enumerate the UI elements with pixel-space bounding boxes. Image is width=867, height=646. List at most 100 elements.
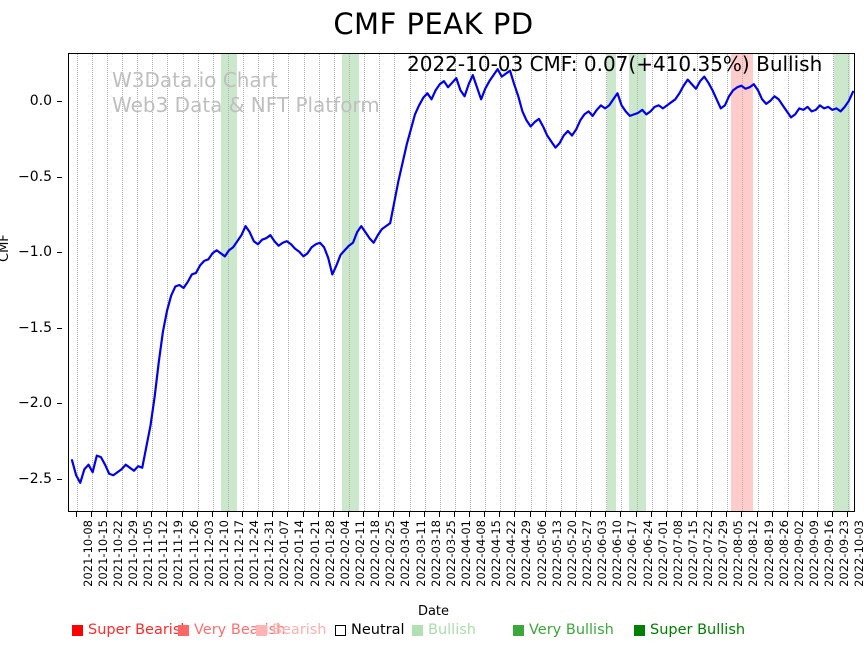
cmf-series-line xyxy=(70,68,854,484)
x-tick-label: 2022-03-25 xyxy=(443,520,458,587)
x-tick-mark xyxy=(302,512,304,517)
gridline-vertical xyxy=(152,54,154,511)
y-tick-mark xyxy=(57,176,62,178)
x-tick-label: 2021-12-03 xyxy=(201,520,216,587)
x-tick-mark xyxy=(650,512,652,517)
y-tick-label: 0.0 xyxy=(29,93,52,110)
x-tick-mark xyxy=(620,512,622,517)
x-tick-label: 2022-07-15 xyxy=(685,520,700,587)
x-tick-label: 2021-11-12 xyxy=(156,520,171,587)
shaded-band-bullish xyxy=(629,54,646,511)
x-tick-label: 2022-02-25 xyxy=(383,520,398,587)
x-tick-label: 2022-04-29 xyxy=(519,520,534,587)
gridline-vertical xyxy=(303,54,305,511)
x-tick-mark xyxy=(771,512,773,517)
gridline-vertical xyxy=(591,54,593,511)
y-tick-label: −1.5 xyxy=(18,319,52,336)
legend-item-super-bearish[interactable]: Super Bearish xyxy=(72,620,190,640)
x-tick-mark xyxy=(529,512,531,517)
legend-swatch-icon xyxy=(634,624,645,636)
x-tick-label: 2022-07-22 xyxy=(701,520,716,587)
x-tick-label: 2021-12-10 xyxy=(216,520,231,587)
gridline-vertical xyxy=(712,54,714,511)
gridline-vertical xyxy=(606,54,608,511)
gridline-vertical xyxy=(818,54,820,511)
legend-label: Neutral xyxy=(351,622,405,638)
y-tick-mark xyxy=(57,101,62,103)
gridline-vertical xyxy=(273,54,275,511)
x-tick-mark xyxy=(484,512,486,517)
gridline-vertical xyxy=(137,54,139,511)
x-tick-label: 2021-10-29 xyxy=(125,520,140,587)
x-tick-label: 2022-09-23 xyxy=(837,520,852,587)
x-tick-label: 2022-03-11 xyxy=(413,520,428,587)
x-tick-mark xyxy=(151,512,153,517)
x-tick-mark xyxy=(756,512,758,517)
x-tick-label: 2022-05-06 xyxy=(534,520,549,587)
gridline-vertical xyxy=(243,54,245,511)
legend-item-bullish[interactable]: Bullish xyxy=(412,620,476,640)
x-tick-label: 2022-07-08 xyxy=(670,520,685,587)
legend-label: Super Bullish xyxy=(650,622,746,638)
gridline-vertical xyxy=(636,54,638,511)
x-tick-label: 2022-10-03 xyxy=(852,520,867,587)
x-tick-label: 2022-02-04 xyxy=(337,520,352,587)
gridline-vertical xyxy=(545,54,547,511)
x-tick-label: 2022-05-20 xyxy=(564,520,579,587)
gridline-vertical xyxy=(394,54,396,511)
gridline-vertical xyxy=(167,54,169,511)
x-tick-label: 2021-10-08 xyxy=(80,520,95,587)
legend-item-very-bullish[interactable]: Very Bullish xyxy=(513,620,614,640)
x-tick-mark xyxy=(817,512,819,517)
legend-item-bearish[interactable]: Bearish xyxy=(256,620,327,640)
x-axis-ticks: 2021-10-08 2021-10-15 2021-10-22 2021-10-29… xyxy=(68,512,866,612)
x-tick-mark xyxy=(120,512,122,517)
gridline-vertical xyxy=(621,54,623,511)
gridline-vertical xyxy=(379,54,381,511)
legend-label: Bullish xyxy=(428,622,476,638)
x-tick-label: 2022-07-29 xyxy=(716,520,731,587)
legend-item-neutral[interactable]: Neutral xyxy=(335,620,405,640)
shaded-band-bullish xyxy=(606,54,616,511)
legend-label: Bearish xyxy=(272,622,327,638)
x-tick-label: 2022-04-08 xyxy=(474,520,489,587)
x-tick-mark xyxy=(665,512,667,517)
x-tick-label: 2021-11-05 xyxy=(141,520,156,587)
x-tick-label: 2022-08-26 xyxy=(776,520,791,587)
x-tick-mark xyxy=(696,512,698,517)
x-tick-label: 2022-03-18 xyxy=(428,520,443,587)
gridline-vertical xyxy=(530,54,532,511)
legend-swatch-icon xyxy=(256,624,267,636)
x-tick-label: 2021-10-22 xyxy=(110,520,125,587)
legend-swatch-icon xyxy=(72,624,83,636)
gridline-vertical xyxy=(485,54,487,511)
shaded-band-bullish xyxy=(220,54,238,511)
x-tick-label: 2021-11-19 xyxy=(171,520,186,587)
x-tick-label: 2022-06-03 xyxy=(595,520,610,587)
legend-item-super-bullish[interactable]: Super Bullish xyxy=(634,620,745,640)
x-tick-label: 2022-02-18 xyxy=(368,520,383,587)
x-tick-mark xyxy=(378,512,380,517)
x-tick-mark xyxy=(196,512,198,517)
x-tick-mark xyxy=(363,512,365,517)
legend-label: Very Bullish xyxy=(529,622,614,638)
legend: Super Bearish Very Bearish Bearish Neutral B… xyxy=(0,620,867,642)
x-tick-mark xyxy=(711,512,713,517)
gridline-vertical xyxy=(470,54,472,511)
x-tick-mark xyxy=(559,512,561,517)
gridline-vertical xyxy=(288,54,290,511)
x-tick-mark xyxy=(257,512,259,517)
gridline-vertical xyxy=(787,54,789,511)
plot-area[interactable] xyxy=(68,53,855,512)
x-tick-label: 2022-01-21 xyxy=(307,520,322,587)
x-tick-mark xyxy=(272,512,274,517)
x-tick-label: 2022-01-07 xyxy=(277,520,292,587)
gridline-vertical xyxy=(258,54,260,511)
x-tick-mark xyxy=(423,512,425,517)
x-tick-mark xyxy=(211,512,213,517)
x-tick-label: 2021-10-15 xyxy=(95,520,110,587)
x-tick-label: 2022-04-22 xyxy=(504,520,519,587)
gridline-vertical xyxy=(576,54,577,511)
x-tick-label: 2021-11-26 xyxy=(186,520,201,587)
x-tick-label: 2022-09-09 xyxy=(807,520,822,587)
